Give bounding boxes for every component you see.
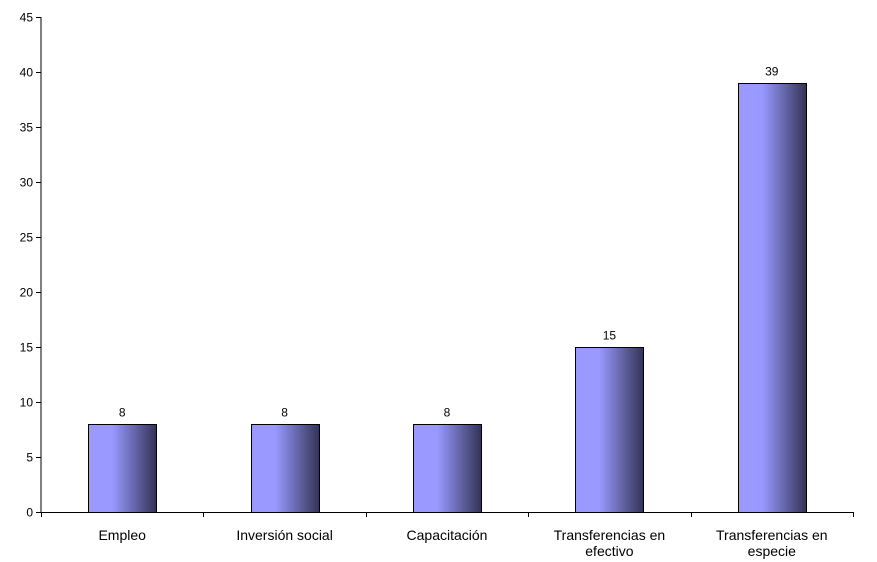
x-category-label: Transferencias en especie [716, 527, 828, 559]
data-labels: 8 8 8 15 39 [119, 65, 779, 420]
bar [575, 347, 644, 513]
y-tick-label: 45 [20, 11, 34, 25]
y-tick-label: 40 [20, 66, 34, 80]
bar-value-label: 8 [444, 406, 451, 420]
y-tick-label: 10 [20, 396, 34, 410]
y-tick-label: 5 [26, 451, 33, 465]
y-tick-label: 20 [20, 286, 34, 300]
bar-value-label: 8 [119, 406, 126, 420]
x-category-label: Inversión social [236, 527, 333, 543]
y-tick-label: 25 [20, 231, 34, 245]
x-category-label: Empleo [98, 527, 146, 543]
y-tick-label: 15 [20, 341, 34, 355]
bar [413, 424, 482, 513]
y-tick-label: 0 [26, 506, 33, 520]
bars [88, 83, 807, 513]
y-tick-label: 30 [20, 176, 34, 190]
bar-value-label: 15 [603, 329, 617, 343]
x-category-label: Transferencias en efectivo [554, 527, 666, 559]
bar-value-label: 39 [765, 65, 779, 79]
category-labels: Empleo Inversión social Capacitación Transf… [98, 527, 827, 559]
bar [738, 83, 807, 513]
y-axis: 0 5 10 15 20 25 30 35 40 45 [20, 11, 42, 520]
bar-value-label: 8 [281, 406, 288, 420]
bar [251, 424, 320, 513]
x-category-label: Capacitación [407, 527, 488, 543]
y-tick-label: 35 [20, 121, 34, 135]
bar [88, 424, 157, 513]
